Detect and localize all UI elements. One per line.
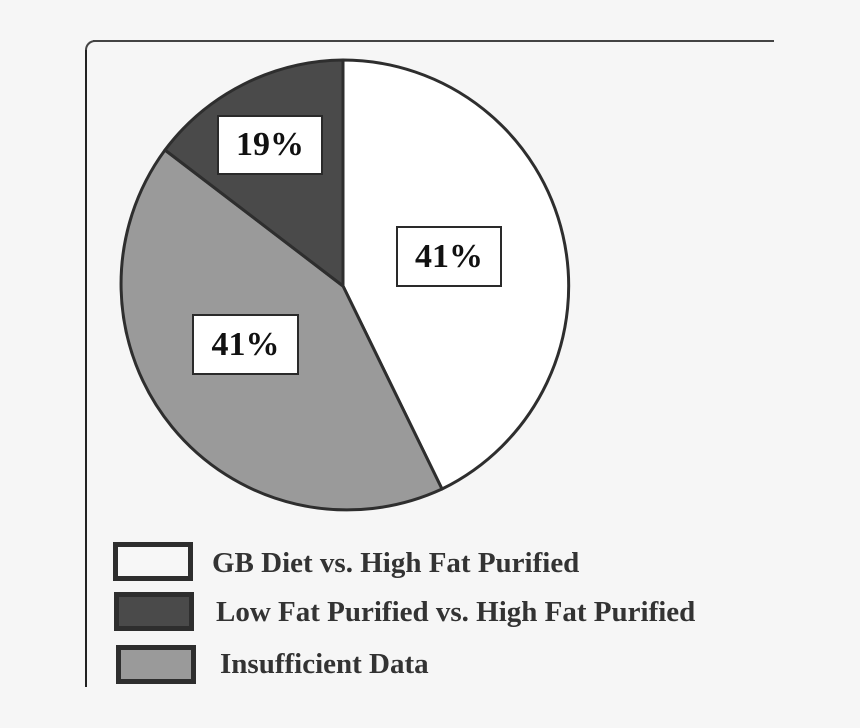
slice-label-gb-diet: 41% bbox=[396, 226, 502, 287]
slice-label-insufficient-data: 41% bbox=[192, 314, 299, 375]
slice-label-low-fat: 19% bbox=[217, 115, 323, 175]
legend-swatch-insufficient-data bbox=[116, 645, 196, 684]
chart-frame-corner bbox=[85, 40, 99, 54]
legend-swatch-gb-diet bbox=[113, 542, 193, 581]
legend-swatch-low-fat bbox=[114, 592, 194, 631]
chart-frame-left-border bbox=[85, 50, 87, 687]
legend-label-insufficient-data: Insufficient Data bbox=[220, 648, 429, 680]
legend-label-low-fat: Low Fat Purified vs. High Fat Purified bbox=[216, 596, 696, 628]
chart-frame-top-border bbox=[93, 40, 774, 42]
legend-label-gb-diet: GB Diet vs. High Fat Purified bbox=[212, 547, 580, 579]
